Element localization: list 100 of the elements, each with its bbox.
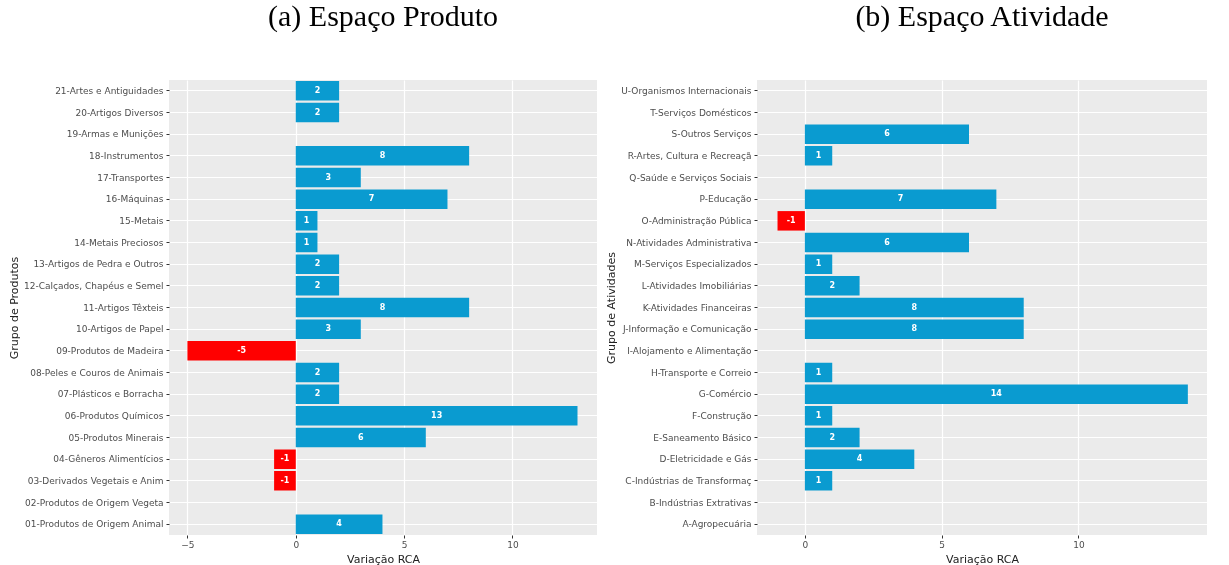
y-tick-label: 20-Artigos Diversos (75, 107, 164, 118)
data-label: 7 (368, 194, 375, 204)
bar (804, 471, 833, 491)
data-label: 6 (884, 237, 891, 247)
y-tick-label: K-Atividades Financeiras (642, 302, 752, 313)
bar (295, 102, 340, 123)
y-axis-title: Grupo de Produtos (7, 256, 21, 360)
data-label: 6 (358, 432, 364, 442)
y-tick-label: 09-Produtos de Madeira (56, 345, 164, 356)
bar (295, 362, 340, 383)
bar (804, 362, 833, 383)
bar (804, 297, 1024, 318)
bar (804, 232, 970, 253)
data-label: 3 (325, 324, 332, 334)
y-tick-label: 13-Artigos de Pedra e Outros (33, 259, 164, 270)
y-tick-label: 18-Instrumentos (89, 150, 164, 161)
bar (777, 211, 805, 231)
data-label: 8 (379, 302, 386, 312)
data-label: 7 (897, 194, 904, 204)
y-tick-label: T-Serviços Domésticos (649, 107, 752, 118)
y-tick-label: 19-Armas e Munições (66, 129, 164, 140)
data-label: 2 (314, 107, 321, 117)
data-label: 1 (815, 410, 822, 420)
y-tick-label: P-Educação (699, 194, 752, 205)
bar (274, 471, 296, 491)
y-tick-label: B-Indústrias Extrativas (649, 497, 752, 508)
y-tick-label: O-Administração Pública (641, 215, 752, 226)
data-label: 2 (314, 259, 321, 269)
y-tick-label: 01-Produtos de Origem Animal (25, 519, 164, 530)
y-tick-label: F-Construção (691, 410, 752, 421)
data-label: 4 (336, 519, 343, 529)
bar (187, 341, 296, 361)
x-tick-label: 10 (507, 539, 519, 550)
x-tick-label: 5 (939, 539, 946, 550)
data-label: 13 (431, 410, 443, 420)
bar (804, 319, 1024, 339)
data-label: 8 (379, 150, 386, 160)
y-tick-label: Q-Saúde e Serviços Sociais (629, 172, 752, 183)
y-tick-label: 04-Gêneros Alimentícios (53, 454, 164, 465)
data-label: 1 (303, 215, 310, 225)
y-tick-label: 08-Peles e Couros de Animais (30, 367, 164, 378)
y-tick-label: C-Indústrias de Transformaç (625, 475, 752, 486)
y-tick-label: 02-Produtos de Origem Vegeta (24, 497, 164, 508)
data-label: 1 (303, 237, 310, 247)
y-tick-label: S-Outros Serviços (671, 129, 752, 140)
y-tick-label: 17-Transportes (97, 172, 164, 183)
bar (295, 406, 578, 426)
bar (804, 189, 997, 209)
y-tick-label: D-Eletricidade e Gás (659, 454, 752, 465)
bar (274, 449, 296, 469)
bar (804, 384, 1188, 404)
bar (804, 276, 860, 296)
data-label: -1 (786, 215, 797, 225)
y-tick-label: 12-Calçados, Chapéus e Semel (23, 280, 164, 291)
data-label: 4 (856, 454, 863, 464)
x-axis-title: Variação RCA (945, 552, 1020, 565)
data-label: 1 (815, 367, 822, 377)
y-tick-label: 15-Metais (119, 215, 164, 226)
bar (804, 146, 833, 166)
y-axis-title: Grupo de Atividades (605, 251, 619, 364)
bar (295, 211, 318, 231)
y-tick-label: N-Atividades Administrativa (626, 237, 752, 248)
data-label: 2 (314, 367, 321, 377)
bar (804, 406, 833, 426)
y-tick-label: I-Alojamento e Alimentação (627, 345, 752, 356)
bar (295, 319, 361, 339)
bar (295, 81, 340, 101)
data-label: 6 (884, 129, 891, 139)
data-label: 1 (815, 150, 822, 160)
y-tick-label: 10-Artigos de Papel (75, 324, 164, 335)
data-label: 2 (314, 280, 321, 290)
x-tick-label: 0 (293, 539, 300, 550)
data-label: -5 (237, 345, 247, 355)
bar (804, 254, 833, 274)
chart-title: (b) Espaço Atividade (855, 0, 1109, 33)
bar (804, 124, 970, 144)
data-label: 3 (325, 172, 332, 182)
x-tick-label: 5 (401, 539, 408, 550)
data-label: 8 (911, 302, 918, 312)
data-label: -1 (280, 454, 290, 464)
y-tick-label: 03-Derivados Vegetais e Anim (27, 475, 164, 486)
y-tick-label: U-Organismos Internacionais (621, 85, 752, 96)
y-tick-label: 21-Artes e Antiguidades (55, 85, 164, 96)
y-tick-label: R-Artes, Cultura e Recreaçã (627, 150, 752, 161)
y-tick-label: A-Agropecuária (682, 519, 752, 530)
y-tick-label: 16-Máquinas (105, 194, 164, 205)
data-label: 2 (314, 85, 321, 95)
data-label: 1 (815, 259, 822, 269)
y-tick-label: J-Informação e Comunicação (621, 324, 752, 335)
y-tick-label: 11-Artigos Têxteis (83, 302, 164, 313)
data-label: 2 (314, 389, 321, 399)
bar (295, 189, 448, 209)
y-tick-label: M-Serviços Especializados (633, 259, 752, 270)
chart-title: (a) Espaço Produto (268, 0, 498, 33)
y-tick-label: E-Saneamento Básico (653, 432, 752, 443)
bar (295, 146, 470, 166)
bar (295, 254, 340, 274)
y-tick-label: 07-Plásticos e Borracha (57, 389, 164, 400)
x-tick-label: 10 (1073, 539, 1085, 550)
data-label: 2 (829, 280, 836, 290)
